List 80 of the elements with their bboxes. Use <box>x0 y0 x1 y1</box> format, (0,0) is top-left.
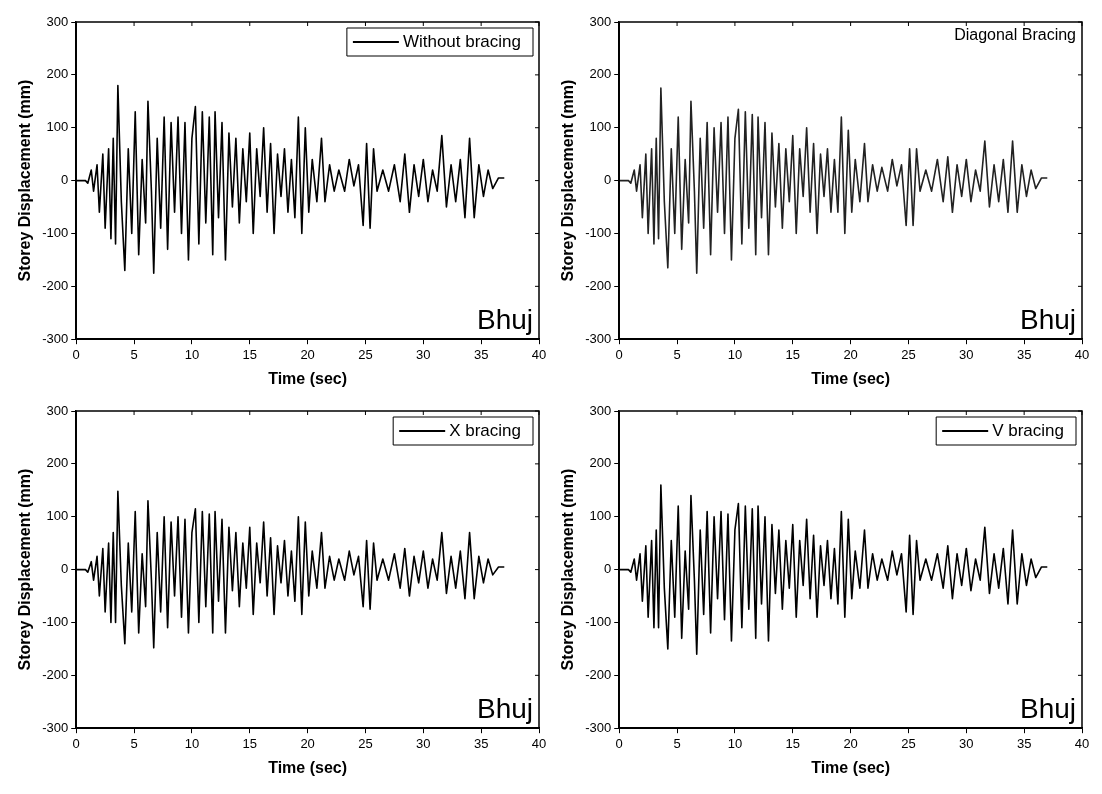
legend-label: X bracing <box>449 420 522 440</box>
x-tick-label: 0 <box>615 346 623 362</box>
x-tick-label: 35 <box>473 735 489 751</box>
y-tick-label: -200 <box>585 666 612 682</box>
annotation: Bhuj <box>476 692 533 724</box>
x-tick-label: 10 <box>184 346 200 362</box>
y-tick-label: -300 <box>42 719 69 735</box>
x-tick-label: 30 <box>959 346 974 362</box>
x-tick-label: 10 <box>184 735 200 751</box>
x-tick-label: 40 <box>531 346 547 362</box>
y-tick-label: 100 <box>46 508 69 524</box>
x-tick-label: 35 <box>1016 346 1032 362</box>
x-tick-label: 0 <box>615 735 623 751</box>
y-tick-label: -200 <box>42 666 69 682</box>
y-tick-label: 300 <box>589 402 612 418</box>
x-tick-label: 35 <box>1016 735 1032 751</box>
x-tick-label: 40 <box>531 735 547 751</box>
y-tick-label: -300 <box>42 330 69 346</box>
x-tick-label: 15 <box>785 735 800 751</box>
x-tick-label: 20 <box>843 735 858 751</box>
x-tick-label: 0 <box>72 346 80 362</box>
annotation: Diagonal Bracing <box>954 26 1076 44</box>
y-tick-label: 0 <box>603 172 612 188</box>
x-axis-title: Time (sec) <box>811 758 891 776</box>
y-tick-label: 0 <box>603 561 612 577</box>
x-tick-label: 15 <box>785 346 800 362</box>
y-tick-label: 200 <box>589 66 612 82</box>
y-tick-label: 200 <box>589 455 612 471</box>
annotation: Bhuj <box>476 303 533 335</box>
legend-label: V bracing <box>992 420 1065 440</box>
y-axis-title: Storey Displacement (mm) <box>16 79 34 282</box>
y-tick-label: 300 <box>46 13 69 29</box>
x-axis-title: Time (sec) <box>811 369 891 387</box>
y-tick-label: 100 <box>589 508 612 524</box>
annotation: Bhuj <box>1019 303 1076 335</box>
x-tick-label: 30 <box>959 735 974 751</box>
y-tick-label: 200 <box>46 66 69 82</box>
x-tick-label: 30 <box>416 735 431 751</box>
annotation: Bhuj <box>1019 692 1076 724</box>
x-tick-label: 5 <box>673 346 681 362</box>
x-tick-label: 35 <box>473 346 489 362</box>
x-tick-label: 10 <box>727 346 743 362</box>
x-tick-label: 20 <box>843 346 858 362</box>
x-tick-label: 20 <box>300 735 315 751</box>
y-tick-label: -100 <box>42 614 69 630</box>
legend-label: Without bracing <box>402 31 522 51</box>
x-axis-title: Time (sec) <box>268 369 348 387</box>
y-tick-label: 0 <box>60 172 69 188</box>
x-tick-label: 40 <box>1074 346 1090 362</box>
y-tick-label: -200 <box>585 277 612 293</box>
y-tick-label: 300 <box>46 402 69 418</box>
y-tick-label: 100 <box>46 119 69 135</box>
x-axis-title: Time (sec) <box>268 758 348 776</box>
y-tick-label: -100 <box>585 225 612 241</box>
x-tick-label: 30 <box>416 346 431 362</box>
x-tick-label: 0 <box>72 735 80 751</box>
y-tick-label: -300 <box>585 330 612 346</box>
y-axis-title: Storey Displacement (mm) <box>559 468 577 671</box>
x-tick-label: 25 <box>901 735 916 751</box>
x-tick-label: 25 <box>358 346 373 362</box>
y-tick-label: -300 <box>585 719 612 735</box>
x-tick-label: 5 <box>130 346 138 362</box>
y-tick-label: -100 <box>585 614 612 630</box>
x-tick-label: 5 <box>130 735 138 751</box>
x-tick-label: 20 <box>300 346 315 362</box>
x-tick-label: 25 <box>901 346 916 362</box>
y-axis-title: Storey Displacement (mm) <box>16 468 34 671</box>
y-axis-title: Storey Displacement (mm) <box>559 79 577 282</box>
x-tick-label: 10 <box>727 735 743 751</box>
y-tick-label: 0 <box>60 561 69 577</box>
y-tick-label: 100 <box>589 119 612 135</box>
x-tick-label: 5 <box>673 735 681 751</box>
y-tick-label: 200 <box>46 455 69 471</box>
x-tick-label: 25 <box>358 735 373 751</box>
x-tick-label: 40 <box>1074 735 1090 751</box>
x-tick-label: 15 <box>242 735 257 751</box>
y-tick-label: -100 <box>42 225 69 241</box>
y-tick-label: -200 <box>42 277 69 293</box>
y-tick-label: 300 <box>589 13 612 29</box>
x-tick-label: 15 <box>242 346 257 362</box>
